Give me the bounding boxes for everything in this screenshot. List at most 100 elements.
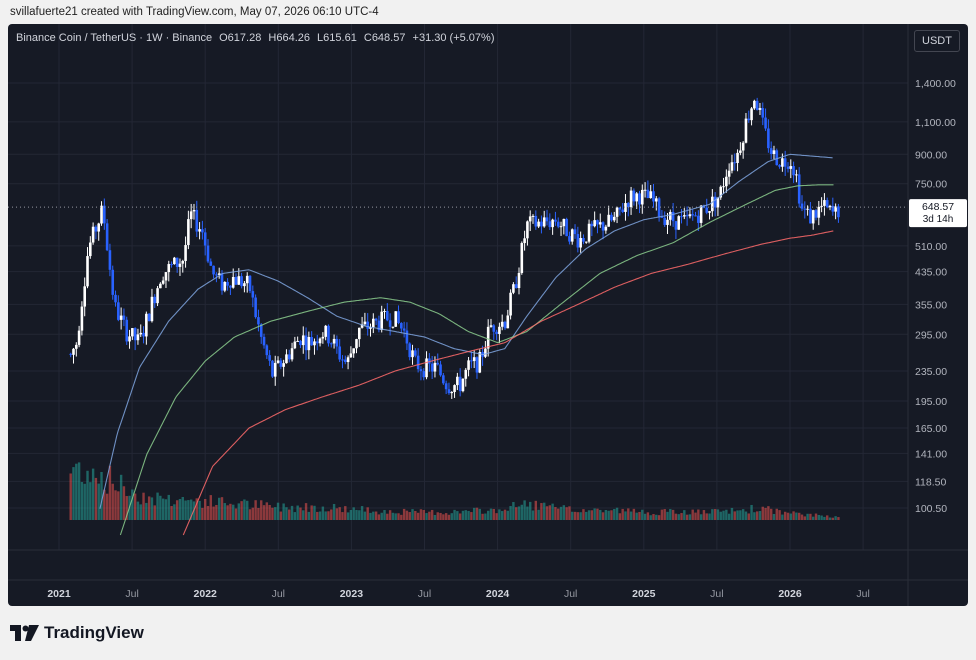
volume-bar bbox=[747, 513, 750, 520]
candle-body bbox=[215, 274, 218, 276]
volume-bar bbox=[111, 483, 114, 520]
candle-body bbox=[170, 264, 173, 266]
volume-bar bbox=[503, 509, 507, 520]
candle-body bbox=[444, 383, 448, 390]
candle-body bbox=[349, 353, 353, 358]
volume-bar bbox=[402, 508, 406, 520]
volume-bar bbox=[346, 512, 350, 520]
volume-bar bbox=[195, 498, 198, 520]
volume-bar bbox=[803, 516, 806, 520]
volume-bar bbox=[203, 498, 207, 520]
candle-body bbox=[147, 313, 151, 322]
volume-bar bbox=[557, 508, 560, 520]
volume-bar bbox=[243, 499, 246, 520]
candle-body bbox=[405, 330, 409, 344]
candle-body bbox=[635, 193, 638, 202]
candle-body bbox=[741, 142, 745, 151]
candle-body bbox=[318, 338, 322, 344]
volume-bar bbox=[391, 512, 395, 520]
volume-bar bbox=[641, 509, 644, 520]
candle-body bbox=[629, 190, 633, 208]
volume-bar bbox=[702, 510, 706, 520]
candle-body bbox=[727, 170, 731, 177]
volume-bar bbox=[335, 508, 339, 520]
ma-line-red bbox=[182, 230, 834, 536]
candle-body bbox=[691, 214, 695, 216]
volume-bar bbox=[579, 512, 582, 520]
candle-body bbox=[456, 376, 459, 386]
volume-bar bbox=[366, 507, 369, 520]
volume-bar bbox=[470, 512, 473, 520]
volume-bar bbox=[713, 509, 717, 520]
candle-body bbox=[248, 275, 252, 292]
volume-bar bbox=[226, 505, 229, 520]
y-tick-label: 1,100.00 bbox=[915, 117, 956, 129]
candle-body bbox=[646, 189, 650, 199]
candle-body bbox=[736, 152, 739, 164]
volume-bar bbox=[439, 512, 442, 520]
volume-bar bbox=[282, 503, 285, 520]
volume-bar bbox=[276, 502, 280, 520]
volume-bar bbox=[755, 511, 759, 520]
volume-bar bbox=[394, 513, 397, 520]
volume-bar bbox=[94, 477, 98, 520]
volume-bar bbox=[725, 509, 728, 520]
candle-body bbox=[755, 100, 759, 110]
volume-bar bbox=[478, 508, 481, 520]
legend-change: +31.30 (+5.07%) bbox=[412, 32, 495, 44]
candle-body bbox=[514, 284, 518, 288]
x-tick-label: 2024 bbox=[486, 588, 510, 600]
candle-body bbox=[72, 348, 75, 355]
tradingview-logo[interactable]: TradingView bbox=[10, 623, 144, 643]
candle-body bbox=[554, 219, 557, 222]
candle-body bbox=[649, 191, 652, 199]
candle-body bbox=[139, 332, 143, 335]
volume-bar bbox=[80, 481, 84, 520]
volume-bar bbox=[646, 512, 650, 520]
x-tick-label: 2022 bbox=[194, 588, 218, 600]
candle-body bbox=[817, 206, 821, 218]
volume-bar bbox=[173, 504, 176, 520]
candle-body bbox=[156, 288, 159, 304]
legend-open: O617.28 bbox=[219, 32, 262, 44]
candle-body bbox=[287, 354, 291, 360]
candle-body bbox=[131, 328, 134, 337]
volume-bar bbox=[114, 490, 117, 520]
volume-bar bbox=[436, 512, 439, 520]
candle-body bbox=[486, 326, 490, 349]
candle-body bbox=[800, 203, 804, 209]
volume-bar bbox=[652, 514, 655, 520]
volume-bar bbox=[817, 514, 821, 520]
volume-bar bbox=[240, 501, 243, 520]
volume-bar bbox=[91, 468, 95, 520]
candle-body bbox=[472, 357, 476, 362]
volume-bar bbox=[484, 513, 487, 520]
volume-bar bbox=[613, 508, 616, 520]
candle-body bbox=[234, 276, 238, 285]
currency-button[interactable]: USDT bbox=[914, 30, 960, 52]
volume-bar bbox=[271, 507, 274, 520]
volume-bar bbox=[400, 514, 403, 520]
candle-body bbox=[271, 360, 274, 377]
candle-body bbox=[587, 223, 591, 242]
candle-body bbox=[467, 360, 470, 370]
candle-body bbox=[105, 223, 109, 251]
candle-body bbox=[419, 369, 423, 372]
candle-body bbox=[377, 320, 381, 331]
candle-body bbox=[764, 117, 767, 129]
volume-bar bbox=[789, 513, 792, 520]
candle-body bbox=[450, 391, 454, 394]
volume-bar bbox=[599, 509, 602, 520]
volume-bar bbox=[475, 507, 479, 520]
volume-bar bbox=[772, 513, 776, 520]
x-tick-label: 2025 bbox=[632, 588, 656, 600]
volume-bar bbox=[618, 513, 622, 520]
volume-bar bbox=[416, 512, 420, 520]
candle-body bbox=[526, 221, 529, 239]
candle-body bbox=[559, 226, 563, 228]
candle-body bbox=[187, 219, 190, 246]
candlestick-chart[interactable]: 100.50 118.50 141.00 165.00 195.00 235.00 295.… bbox=[8, 24, 968, 606]
candle-body bbox=[161, 280, 165, 284]
chart-panel[interactable]: 100.50 118.50 141.00 165.00 195.00 235.00 295.… bbox=[8, 24, 968, 606]
volume-bar bbox=[739, 510, 742, 520]
